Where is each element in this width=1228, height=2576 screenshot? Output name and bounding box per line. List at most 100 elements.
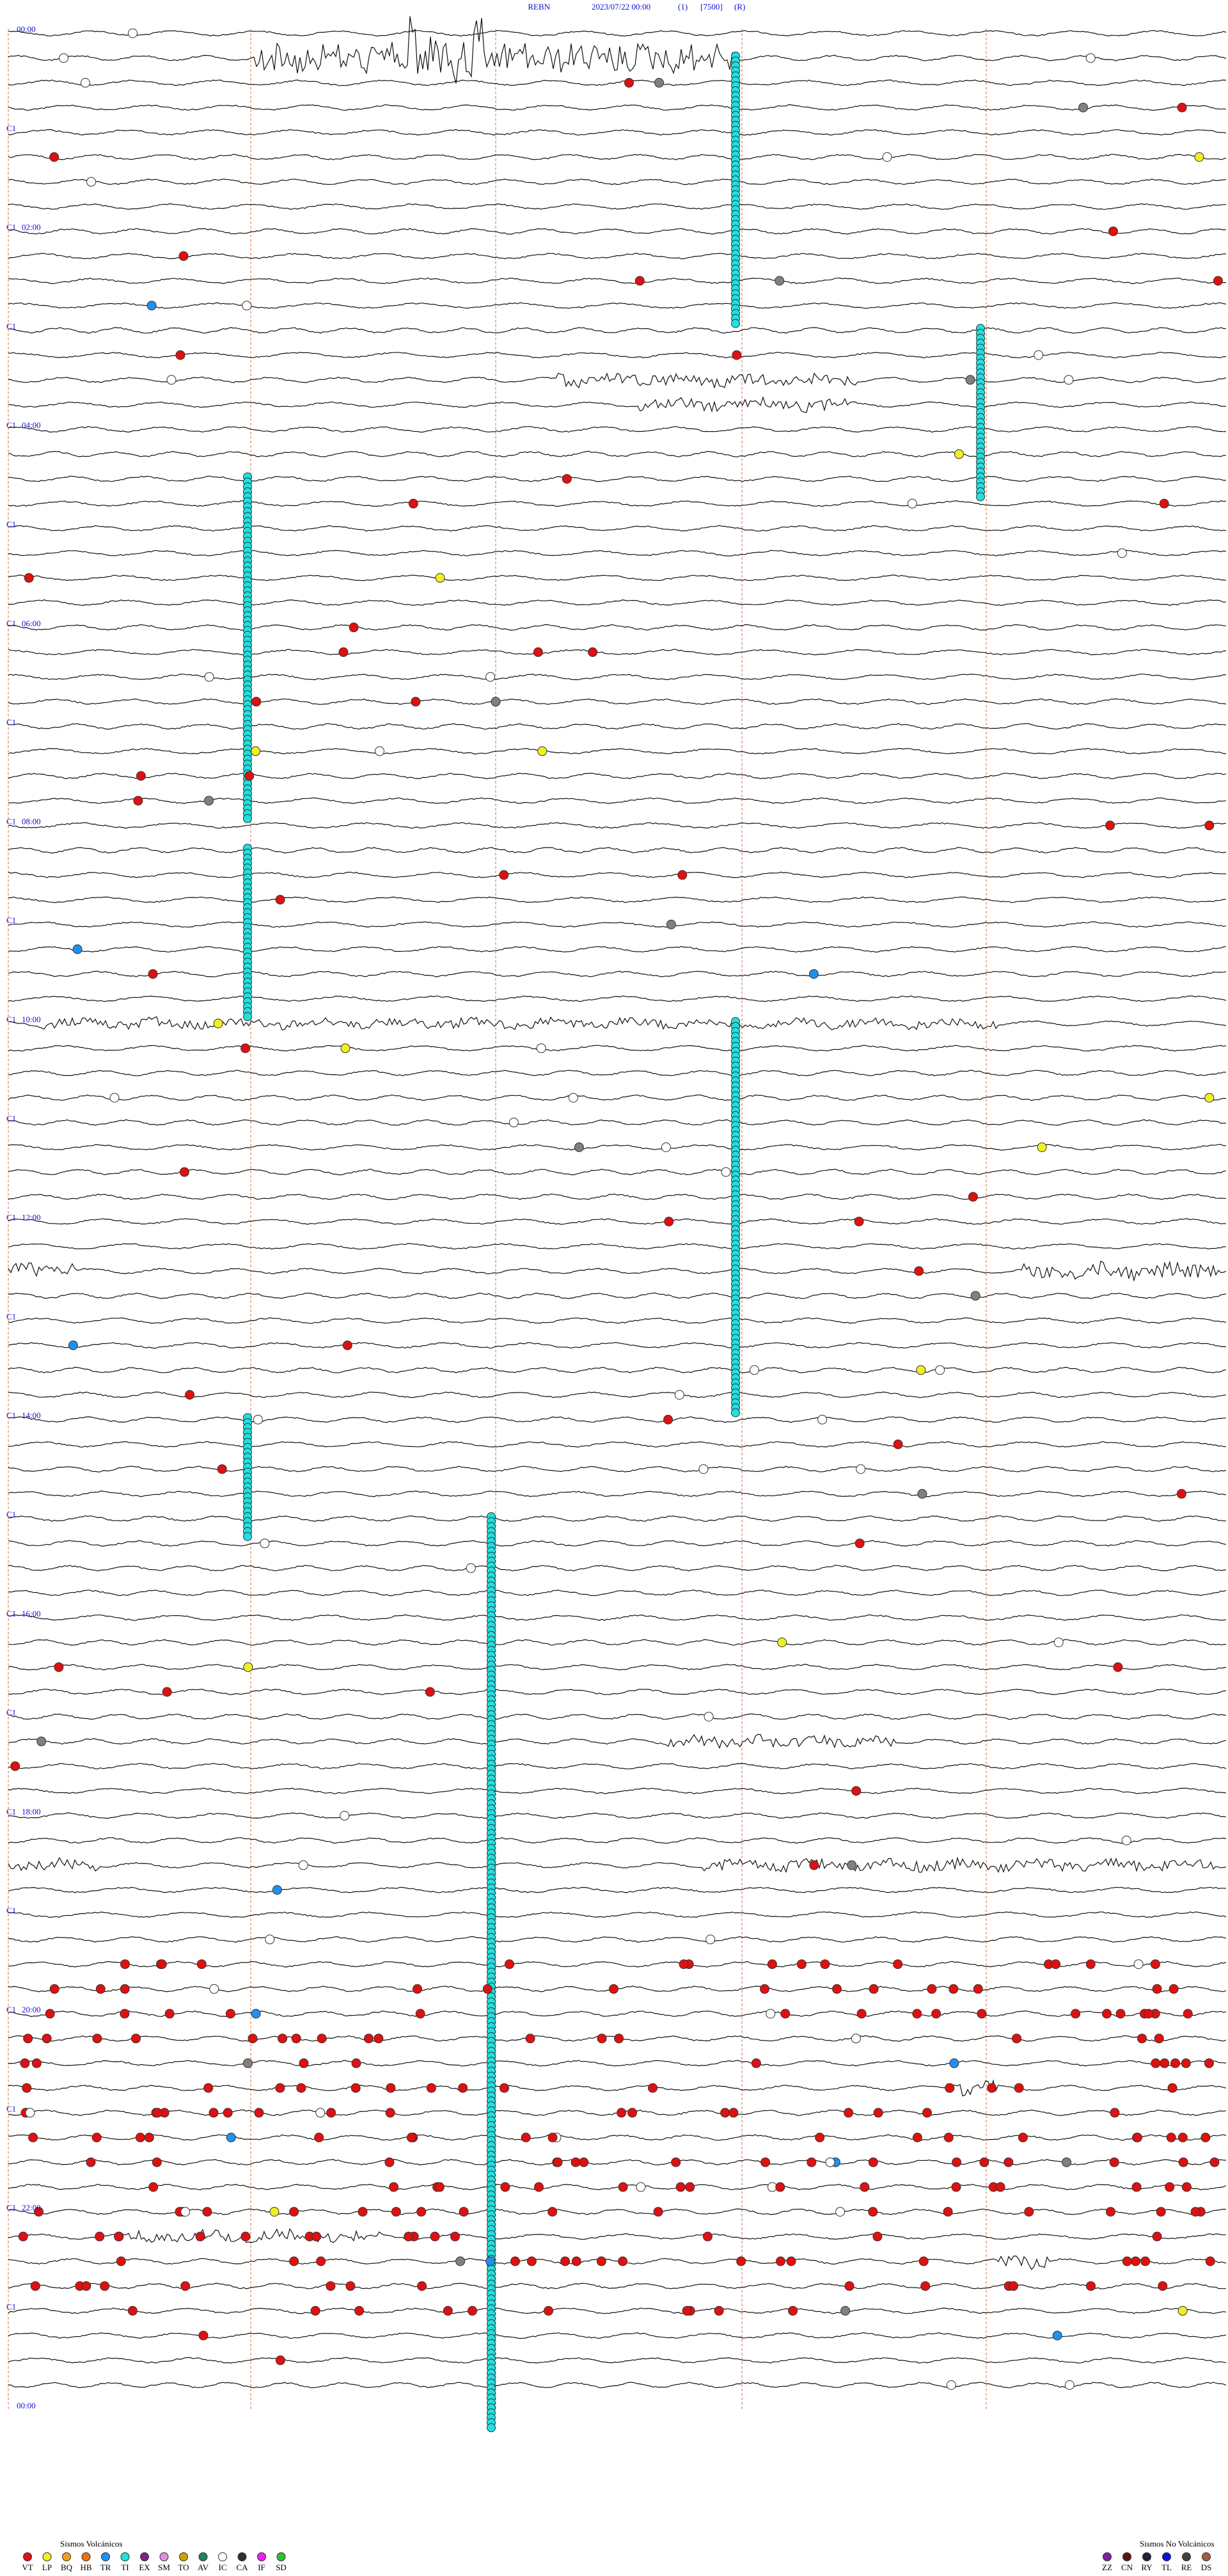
event-marker (851, 1786, 862, 1796)
event-marker (856, 1464, 866, 1474)
event-marker (404, 2231, 414, 2241)
trace (8, 154, 1227, 161)
event-marker (42, 2034, 52, 2044)
row-label: C1 (6, 1213, 16, 1222)
event-marker (226, 2133, 236, 2142)
event-marker (316, 2256, 326, 2266)
event-marker (384, 2157, 395, 2167)
event-marker (568, 1093, 578, 1103)
event-marker (100, 2281, 110, 2291)
channel: (1) (678, 2, 688, 12)
event-marker (59, 53, 69, 63)
legend-code: TI (121, 2563, 129, 2572)
event-marker (844, 2281, 854, 2291)
event-marker (265, 1934, 275, 1945)
trace (8, 1366, 1227, 1373)
trace (8, 970, 1227, 977)
event-marker (995, 2182, 1005, 2192)
event-marker (406, 2133, 416, 2142)
event-marker (618, 2182, 628, 2192)
trace (8, 1317, 1227, 1324)
event-marker (945, 2083, 955, 2093)
trace (8, 871, 1227, 878)
event-marker (705, 1934, 716, 1945)
event-marker (776, 2256, 785, 2266)
event-marker (949, 2058, 959, 2068)
event-marker (588, 647, 598, 657)
event-marker (435, 573, 445, 583)
event-marker (28, 2133, 38, 2142)
event-marker (1177, 2305, 1188, 2316)
legend-swatch (23, 2552, 32, 2561)
event-marker (721, 1167, 731, 1177)
trace (8, 129, 1227, 136)
event-marker (927, 1984, 937, 1994)
event-marker (152, 2108, 162, 2118)
trace (8, 277, 1227, 285)
event-marker (1052, 2330, 1062, 2341)
trace (8, 1812, 1227, 1819)
event-marker (162, 1687, 172, 1697)
event-marker (275, 895, 285, 905)
event-marker (459, 2207, 469, 2217)
event-marker (209, 1984, 219, 1994)
event-marker (425, 1687, 435, 1697)
event-marker (916, 1365, 926, 1375)
trace (8, 178, 1227, 186)
event-marker (1014, 2083, 1024, 2093)
event-marker (317, 2034, 327, 2044)
trace (8, 723, 1227, 730)
trace (8, 2159, 1227, 2166)
event-marker (375, 746, 384, 756)
trace (8, 203, 1227, 210)
station: REBN (528, 2, 550, 12)
event-marker (1064, 375, 1074, 385)
event-marker (1024, 2207, 1034, 2217)
ti-marker (731, 319, 740, 328)
event-marker (618, 2256, 628, 2266)
event-marker (443, 2305, 453, 2316)
event-marker (166, 375, 177, 385)
event-marker (1204, 1093, 1215, 1103)
event-marker (22, 2083, 32, 2093)
event-marker (868, 2207, 878, 2217)
event-marker (225, 2009, 235, 2019)
row-label: C1 (6, 816, 16, 826)
event-marker (95, 1984, 106, 1994)
event-marker (521, 2133, 531, 2142)
event-marker (1177, 102, 1187, 113)
event-marker (663, 1414, 673, 1425)
event-marker (609, 1984, 618, 1994)
legend-code: IC (219, 2563, 227, 2572)
trace (8, 2256, 1227, 2270)
event-marker (500, 2083, 509, 2093)
event-marker (180, 2207, 191, 2217)
trace (8, 599, 1227, 606)
trace (8, 2332, 1227, 2339)
trace (8, 1614, 1227, 1621)
trace (8, 1169, 1227, 1176)
event-marker (114, 2231, 124, 2241)
event-marker (675, 2182, 686, 2192)
event-marker (296, 2083, 306, 2093)
event-marker (868, 2157, 878, 2167)
event-marker (1152, 1984, 1162, 1994)
row-label: C1 (6, 1708, 16, 1718)
event-marker (314, 2133, 324, 2142)
event-marker (1071, 2009, 1081, 2019)
legend-swatch (257, 2552, 266, 2561)
event-marker (815, 2133, 825, 2142)
event-marker (1034, 350, 1044, 360)
event-marker (326, 2281, 336, 2291)
event-marker (86, 177, 97, 187)
time-label: 02:00 (22, 223, 41, 232)
event-marker (196, 1959, 207, 1970)
event-marker (1085, 1959, 1096, 1970)
event-marker (92, 2034, 102, 2044)
trace (8, 29, 1227, 37)
trace (8, 79, 1227, 86)
event-marker (146, 301, 157, 311)
trace (8, 1639, 1227, 1646)
time-label: 04:00 (22, 420, 41, 430)
event-marker (674, 1390, 684, 1400)
